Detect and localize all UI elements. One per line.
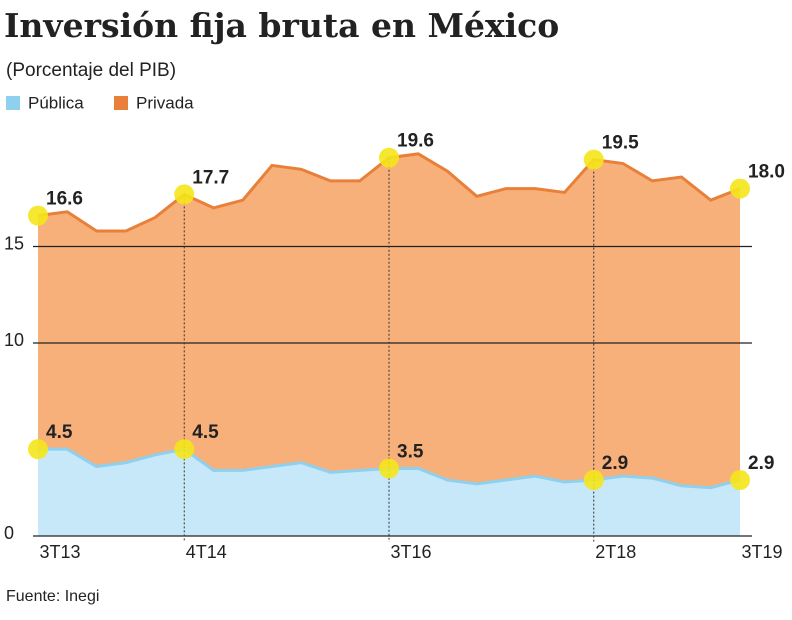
legend-label: Privada — [136, 93, 194, 112]
x-tick-label: 3T13 — [39, 542, 80, 562]
chart-title: Inversión fija bruta en México — [4, 6, 559, 45]
highlight-point — [730, 178, 750, 199]
highlight-point — [583, 470, 604, 491]
legend-swatch — [6, 96, 20, 110]
value-label: 2.9 — [602, 453, 628, 474]
y-tick-label: 0 — [4, 523, 14, 543]
value-label: 18.0 — [748, 162, 785, 183]
chart-subtitle: (Porcentaje del PIB) — [6, 60, 176, 81]
highlight-point — [583, 149, 604, 170]
highlight-point — [379, 458, 399, 479]
value-label: 19.5 — [602, 133, 639, 154]
y-tick-label: 10 — [4, 330, 24, 350]
x-tick-label: 3T16 — [390, 542, 431, 562]
highlight-point — [174, 439, 195, 460]
value-label: 19.6 — [397, 131, 434, 152]
highlight-point — [28, 439, 48, 460]
highlight-point — [730, 470, 750, 491]
highlight-point — [28, 205, 48, 226]
value-label: 16.6 — [46, 189, 83, 210]
highlight-point — [379, 147, 399, 168]
highlight-point — [174, 184, 195, 205]
x-tick-label: 3T19 — [741, 542, 782, 562]
value-label: 3.5 — [397, 441, 424, 462]
area-fill — [38, 153, 740, 537]
value-label: 4.5 — [192, 422, 219, 443]
legend-label: Pública — [28, 93, 84, 112]
value-label: 17.7 — [192, 167, 229, 188]
value-label: 4.5 — [46, 422, 73, 443]
x-tick-label: 4T14 — [186, 542, 227, 562]
y-tick-label: 15 — [4, 233, 24, 253]
x-tick-label: 2T18 — [595, 542, 636, 562]
legend-swatch — [114, 96, 128, 110]
source: Fuente: Inegi — [6, 588, 99, 605]
value-label: 2.9 — [748, 453, 774, 474]
